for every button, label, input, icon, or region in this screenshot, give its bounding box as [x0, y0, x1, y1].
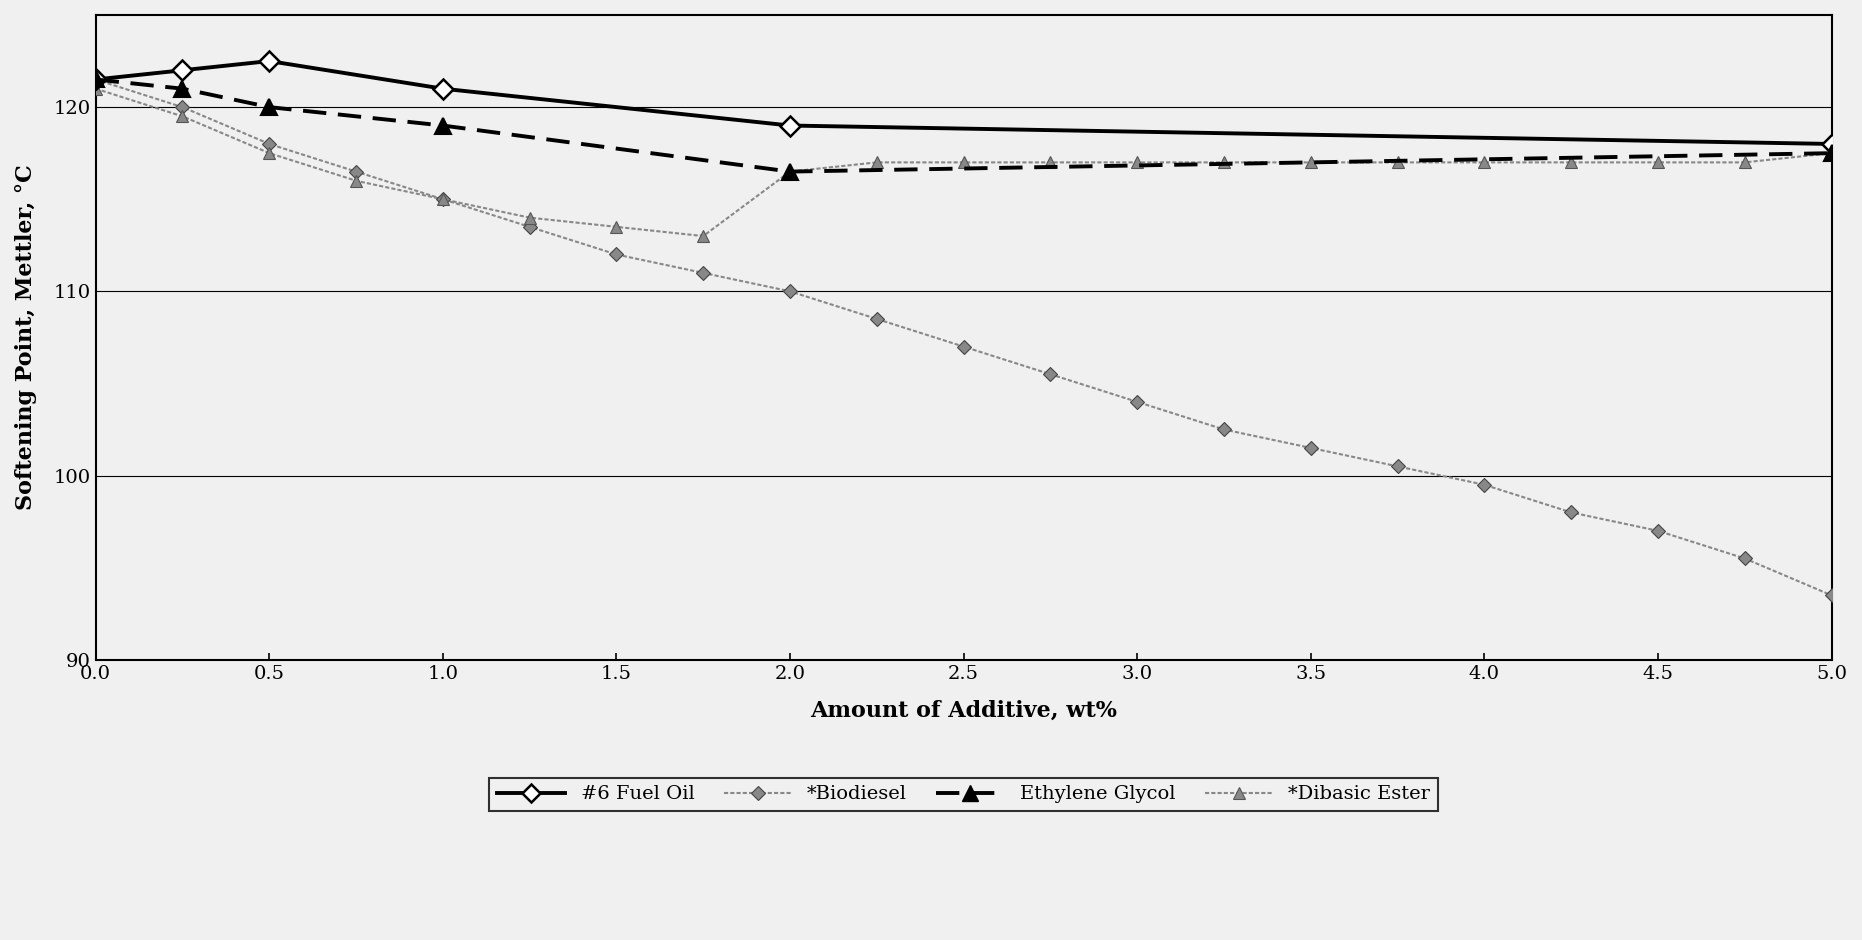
Legend: #6 Fuel Oil, *Biodiesel, Ethylene Glycol, *Dibasic Ester: #6 Fuel Oil, *Biodiesel, Ethylene Glycol…	[490, 777, 1437, 811]
X-axis label: Amount of Additive, wt%: Amount of Additive, wt%	[810, 699, 1117, 721]
Y-axis label: Softening Point, Mettler, °C: Softening Point, Mettler, °C	[15, 164, 37, 510]
